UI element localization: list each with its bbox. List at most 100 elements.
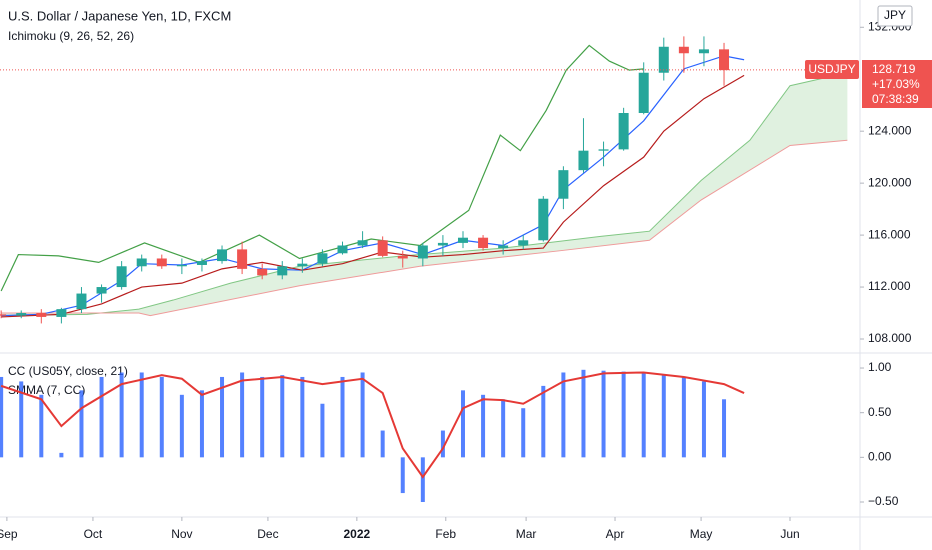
x-tick-label: Feb (435, 527, 456, 541)
symbol: USDJPY (808, 62, 855, 76)
indicator-line (1, 139, 848, 317)
last-price: 128.719 (872, 62, 916, 76)
indicator-line (0, 371, 745, 479)
candle-body (257, 268, 268, 276)
x-tick-label: Oct (84, 527, 103, 541)
x-tick-label: May (690, 527, 713, 541)
candle-body (518, 240, 529, 246)
bar (641, 372, 646, 458)
candle-body (658, 46, 669, 73)
x-tick-label: Dec (257, 527, 278, 541)
candle-body (116, 266, 127, 288)
candle-body (478, 237, 489, 249)
candle-body (36, 313, 47, 317)
indicator-label: Ichimoku (9, 26, 52, 26) (8, 29, 134, 43)
symbol-box (805, 60, 859, 79)
candle-body (176, 264, 187, 267)
chart-title: U.S. Dollar / Japanese Yen, 1D, FXCM (8, 8, 231, 23)
bar (220, 376, 225, 458)
candle-body (96, 287, 107, 294)
candle-body (578, 150, 589, 171)
x-tick-label: Sep (0, 527, 18, 541)
bar (199, 390, 204, 458)
countdown: 07:38:39 (872, 92, 919, 106)
bar (481, 394, 486, 458)
candle-body (538, 198, 549, 241)
candle-body (196, 261, 207, 265)
x-tick-label: Apr (606, 527, 625, 541)
plot: 108.000112.000116.000120.000124.000132.0… (0, 19, 912, 541)
bar (681, 376, 686, 458)
bar (541, 385, 546, 458)
candle-body (417, 245, 428, 259)
candle-body (558, 170, 569, 199)
candle-body (156, 258, 167, 267)
candle-body (277, 266, 288, 276)
candle-body (337, 245, 348, 254)
change: +17.03% (872, 77, 920, 91)
y-tick-label: 124.000 (868, 123, 912, 137)
currency-box (877, 5, 913, 27)
candle-body (76, 293, 87, 310)
y-tick-label: 120.000 (868, 175, 912, 189)
candle-body (678, 46, 689, 54)
x-tick-label: Mar (516, 527, 537, 541)
candle-body (698, 49, 709, 54)
candle-body (377, 240, 388, 256)
candle-body (357, 240, 368, 246)
bar (99, 376, 104, 458)
bar (521, 408, 526, 458)
candle-body (719, 49, 730, 71)
bar (722, 399, 727, 458)
x-tick-label: Jun (780, 527, 799, 541)
x-tick-label: 2022 (343, 527, 370, 541)
candle-body (217, 249, 228, 262)
bar (460, 390, 465, 458)
bar (19, 381, 24, 458)
bar (601, 370, 606, 458)
candle-body (297, 263, 308, 267)
bar (159, 376, 164, 458)
candle-body (457, 237, 468, 243)
candle-body (397, 255, 408, 259)
bar (420, 457, 425, 502)
indicator-line (1, 74, 745, 318)
candle-body (56, 309, 67, 317)
bar (260, 376, 265, 458)
bar (300, 376, 305, 458)
price-box (862, 60, 932, 108)
bar (320, 403, 325, 458)
cloud (1, 72, 848, 316)
bar (240, 372, 245, 458)
bar (340, 376, 345, 458)
y-tick-label: −0.50 (868, 494, 899, 508)
bar (621, 371, 626, 458)
candle-body (136, 258, 147, 267)
y-tick-label: 1.00 (868, 360, 892, 374)
bar (79, 390, 84, 458)
bar (280, 375, 285, 458)
x-tick-label: Nov (171, 527, 192, 541)
bar (179, 394, 184, 458)
candle-body (598, 149, 609, 151)
bar (0, 376, 4, 458)
bar (501, 399, 506, 458)
bar (661, 374, 666, 458)
y-tick-label: 0.00 (868, 450, 892, 464)
bar (581, 369, 586, 458)
bar (139, 372, 144, 458)
candle-body (498, 245, 509, 249)
candle-body (638, 72, 649, 114)
candle-body (618, 113, 629, 150)
bar (59, 452, 64, 458)
bar (440, 430, 445, 458)
candle-body (237, 249, 248, 269)
bar (360, 372, 365, 458)
currency: JPY (884, 8, 906, 22)
y-tick-label: 108.000 (868, 331, 912, 345)
bar (380, 430, 385, 458)
bar (400, 457, 405, 494)
bar (39, 394, 44, 458)
